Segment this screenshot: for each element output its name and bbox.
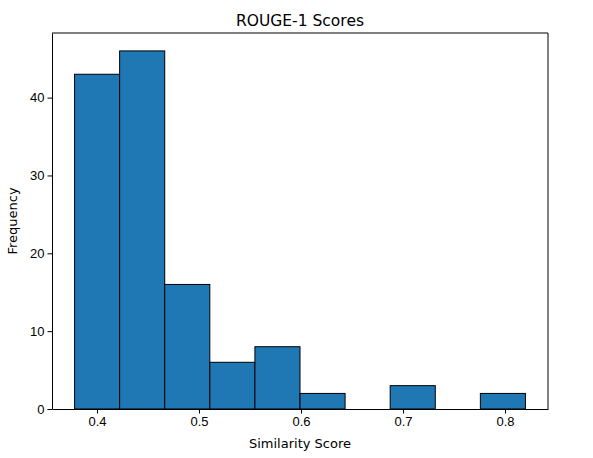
tick-label: 40 xyxy=(30,90,44,105)
tick: 0.4 xyxy=(88,409,106,429)
tick-label: 0.8 xyxy=(497,414,515,429)
tick-label: 30 xyxy=(30,168,44,183)
x-axis: 0.4 0.5 0.6 0.7 0.8 xyxy=(53,409,549,429)
x-axis-title: Similarity Score xyxy=(249,436,351,451)
bars xyxy=(75,51,526,409)
tick-label: 0 xyxy=(37,402,44,417)
tick: 0.8 xyxy=(497,409,515,429)
tick: 0.7 xyxy=(394,409,412,429)
tick-mark xyxy=(48,409,53,410)
axis-line xyxy=(53,409,549,410)
frame-right xyxy=(548,33,549,409)
tick: 0 xyxy=(37,402,52,417)
histogram-bar xyxy=(255,347,300,409)
tick: 0.6 xyxy=(292,409,310,429)
tick: 10 xyxy=(30,324,52,339)
frame-top xyxy=(52,33,548,34)
tick-label: 0.5 xyxy=(190,414,208,429)
title: ROUGE-1 Scores xyxy=(236,12,364,30)
y-axis: 0 10 20 30 40 xyxy=(30,34,52,417)
tick-mark xyxy=(48,98,53,99)
histogram-bar xyxy=(75,74,120,409)
tick-mark xyxy=(48,253,53,254)
tick-label: 20 xyxy=(30,246,44,261)
histogram-bar xyxy=(345,409,390,410)
histogram-bar xyxy=(435,409,480,410)
tick-label: 0.4 xyxy=(88,414,106,429)
tick-mark xyxy=(48,331,53,332)
tick-label: 10 xyxy=(30,324,44,339)
histogram-bar xyxy=(165,284,210,409)
histogram-bar xyxy=(480,393,525,409)
histogram-bar xyxy=(300,393,345,409)
histogram-bar xyxy=(210,362,255,409)
tick-label: 0.7 xyxy=(394,414,412,429)
tick: 30 xyxy=(30,168,52,183)
tick: 40 xyxy=(30,90,52,105)
histogram-bar xyxy=(390,386,435,409)
tick: 20 xyxy=(30,246,52,261)
tick-label: 0.6 xyxy=(292,414,310,429)
chart: 0.4 0.5 0.6 0.7 0.8 0 10 20 30 40 ROUGE-1 Scores Si… xyxy=(0,0,593,458)
axis-line xyxy=(52,34,53,410)
y-axis-title: Frequency xyxy=(5,187,20,254)
tick-mark xyxy=(48,175,53,176)
plot: 0.4 0.5 0.6 0.7 0.8 0 10 20 30 40 xyxy=(30,33,548,429)
histogram-bar xyxy=(120,51,165,409)
tick: 0.5 xyxy=(190,409,208,429)
